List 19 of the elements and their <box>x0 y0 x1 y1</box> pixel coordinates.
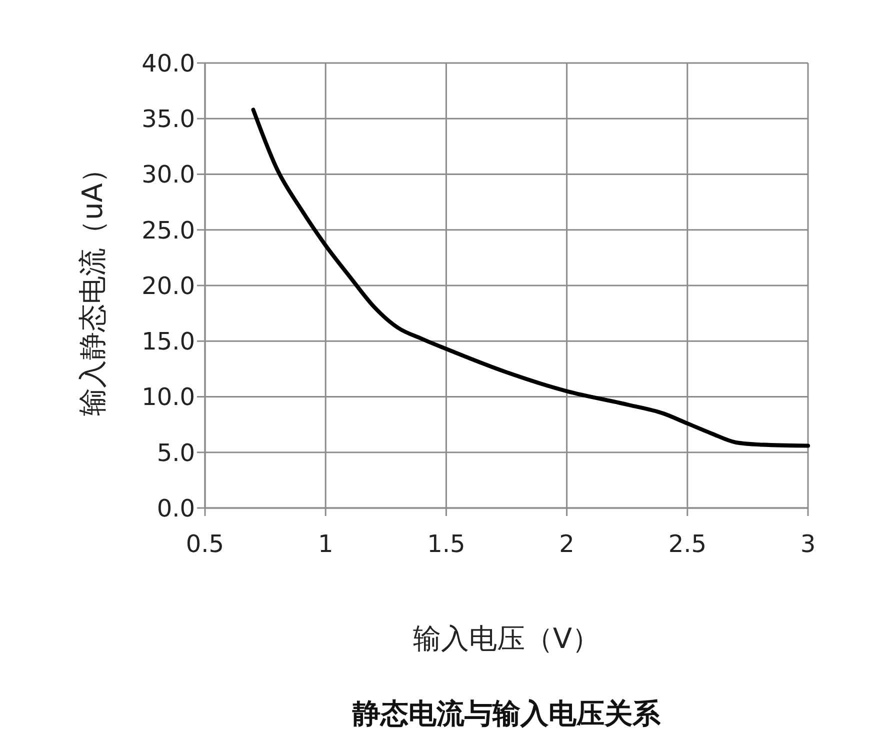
y-tick-label: 0.0 <box>156 494 195 522</box>
x-tick-label: 1.5 <box>427 530 466 558</box>
y-tick-label: 5.0 <box>156 438 195 467</box>
y-tick-label: 25.0 <box>142 216 195 244</box>
line-series <box>251 108 810 448</box>
y-tick-label: 30.0 <box>142 160 195 189</box>
x-tick-label: 2 <box>559 530 574 558</box>
x-tick-label: 1 <box>318 530 334 558</box>
x-tick-label: 0.5 <box>186 530 224 558</box>
x-tick-label: 2.5 <box>668 530 706 558</box>
y-tick-label: 10.0 <box>142 383 195 412</box>
y-tick-label: 40.0 <box>142 49 195 78</box>
y-axis-title: 输入静态电流（uA） <box>76 155 109 416</box>
y-tick-label: 35.0 <box>142 105 195 134</box>
x-tick-label: 3 <box>800 530 816 558</box>
x-axis-title: 输入电压（V） <box>412 622 600 655</box>
y-tick-label: 20.0 <box>142 272 195 300</box>
text: 静态电流与输入电压关系 <box>352 697 662 730</box>
y-tick-label: 15.0 <box>142 328 195 356</box>
